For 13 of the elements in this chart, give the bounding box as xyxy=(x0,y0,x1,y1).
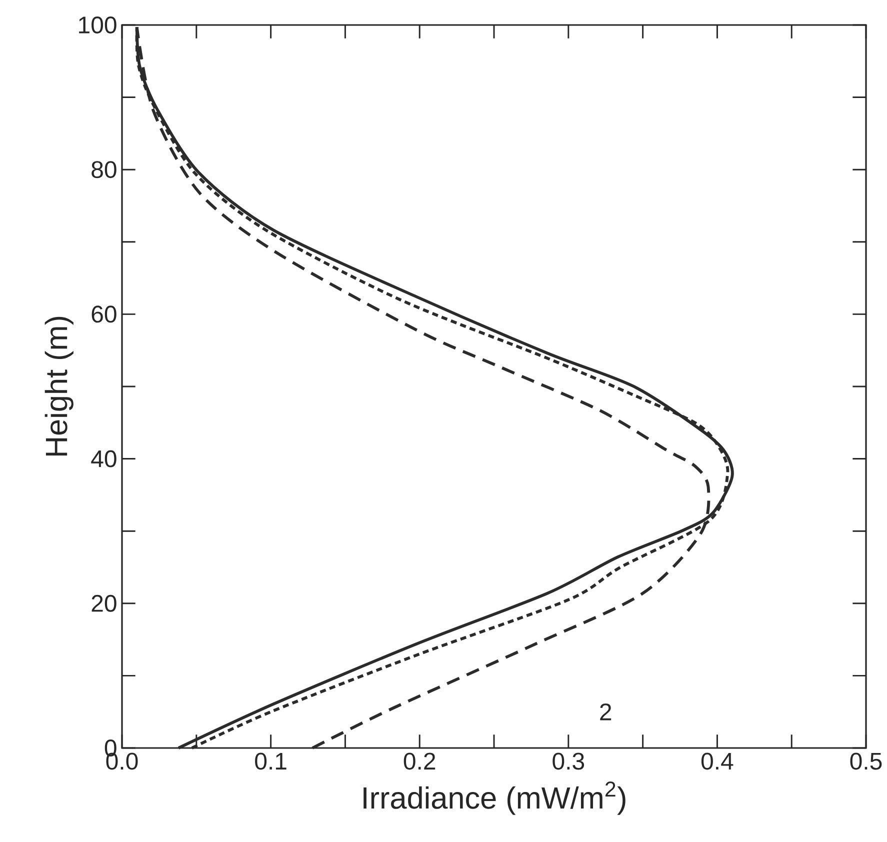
x-tick-label: 0.2 xyxy=(404,752,436,770)
annotation: 2 xyxy=(600,703,612,720)
y-tick-label: 20 xyxy=(92,594,116,612)
x-tick-label: 0.4 xyxy=(701,752,734,770)
y-tick-label: 100 xyxy=(79,16,116,34)
x-tick-label: 0.3 xyxy=(552,752,584,770)
y-tick-label: 60 xyxy=(92,306,116,323)
y-tick-label: 40 xyxy=(91,450,116,468)
y-axis-title: Height (m) xyxy=(44,316,74,456)
x-tick-label: 0.1 xyxy=(255,752,286,770)
x-axis-title: Irradiance (mW/m$^{2}$) xyxy=(364,782,626,815)
x-tick-label: 0.5 xyxy=(850,752,882,770)
y-tick-label: 80 xyxy=(92,161,116,178)
